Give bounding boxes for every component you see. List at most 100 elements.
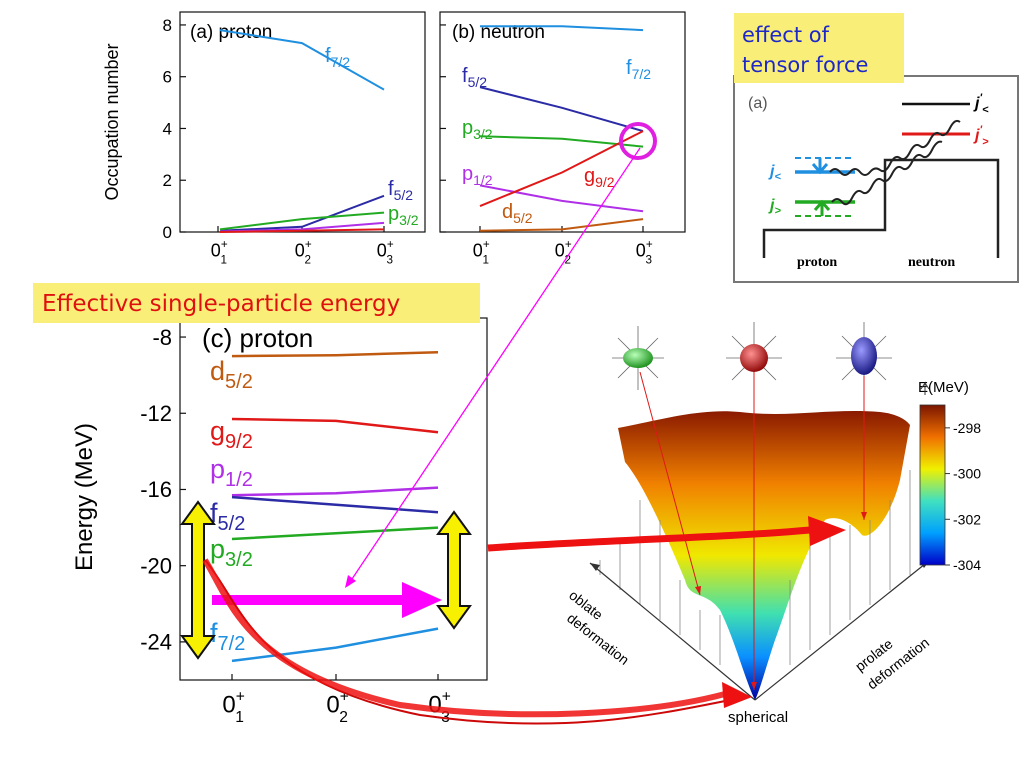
espe-note: Effective single-particle energy [33, 283, 480, 323]
panel-b-frame [439, 11, 686, 233]
espe-note-text: Effective single-particle energy [42, 291, 400, 317]
panel-a-yticks: 0 2 4 6 8 [163, 16, 186, 242]
xtick-sup: + [483, 238, 490, 251]
panel-b-label-d52: d5/2 [502, 201, 533, 226]
series-line-g92 [231, 417, 439, 434]
panel-c-xticks: 0+ 1 0+ 2 0+ 3 [222, 674, 451, 726]
oblate-axis-arrowhead [590, 563, 600, 571]
xtick-label: 0+ 1 [211, 238, 228, 266]
series-line-d52 [231, 351, 439, 358]
series-line-g92 [479, 130, 644, 208]
panel-b-label-p12: p1/2 [462, 163, 493, 188]
xtick-label: 0+ 2 [555, 238, 572, 266]
red-arrow-to-prolate [487, 526, 811, 552]
panel-c-series [231, 351, 439, 663]
series-line-p32 [231, 526, 439, 541]
xtick-label: 0+ 3 [636, 238, 653, 266]
j-less-shift-arrow [811, 158, 829, 175]
series-line-d52 [479, 218, 644, 232]
panel-b-xticks: 0+ 1 0+ 2 0+ 3 [473, 226, 653, 267]
series-line-level4 [219, 228, 385, 233]
series-line-p32 [219, 211, 385, 231]
red-arrow-to-prolate-head [808, 516, 846, 546]
nucleus-oblate-icon [612, 326, 664, 390]
colorbar-tick-label: -302 [953, 511, 981, 527]
ytick-label: 6 [163, 68, 172, 87]
prolate-pointer-head [861, 512, 867, 520]
panel-a-label-p32: p3/2 [388, 203, 419, 228]
panel-c-label-g92: g9/2 [210, 416, 253, 453]
xtick-label: 0+ 2 [295, 238, 312, 266]
inset-neutron-label: neutron [908, 255, 955, 270]
j-greater-label: j> [768, 197, 781, 217]
xtick-base: 0 [326, 691, 339, 718]
series-line-f52 [219, 194, 385, 232]
xtick-sub: 2 [564, 254, 571, 267]
colorbar-ticks: -298 -300 -302 -304 [945, 420, 981, 573]
xtick-sup: + [387, 238, 394, 251]
oblate-pointer [639, 371, 701, 596]
xtick-sub: 3 [645, 254, 652, 267]
j-less-prime-label: j'< [973, 92, 989, 116]
colorbar-tick-label: -300 [953, 466, 981, 482]
series-line-p12 [231, 486, 439, 497]
panel-c-label-p32: p3/2 [210, 534, 253, 571]
panel-b-neutron-occupation: (b) neutron 0+ 1 0+ 2 0+ 3 f7/2 f5/2 p3/2 p1/… [439, 11, 686, 267]
magenta-link-line [349, 147, 641, 583]
j-less-label: j< [768, 163, 781, 183]
xtick-sup: + [340, 689, 349, 706]
j-greater-shift-arrow [813, 199, 831, 216]
panel-b-legend: f7/2 f5/2 p3/2 p1/2 g9/2 d5/2 [462, 57, 651, 226]
espe-note-bg [33, 283, 480, 323]
panel-b-label-g92: g9/2 [584, 165, 615, 190]
xtick-base: 0 [211, 240, 221, 260]
colorbar-arrow [920, 381, 930, 395]
ytick-label: 0 [163, 223, 172, 242]
xtick-base: 0 [555, 240, 565, 260]
magenta-shift-arrow-head [402, 582, 442, 618]
series-line-f72 [219, 29, 385, 91]
tensor-note-line2: tensor force [742, 53, 868, 77]
tensor-force-note: effect of tensor force [734, 13, 904, 83]
ytick-label: -8 [152, 325, 172, 350]
wavy-interaction-2 [831, 140, 943, 206]
xtick-sup: + [565, 238, 572, 251]
xtick-base: 0 [377, 240, 387, 260]
panel-c-label-f72: f7/2 [210, 618, 245, 655]
panel-a-label-f72: f7/2 [325, 45, 350, 70]
colorbar-tick-label: -304 [953, 557, 981, 573]
tensor-note-bg [734, 13, 904, 83]
xtick-sub: 2 [304, 254, 311, 267]
series-line-f72 [480, 25, 644, 32]
oblate-pointer-head [695, 586, 701, 595]
xtick-base: 0 [473, 240, 483, 260]
ytick-label: -24 [140, 630, 172, 655]
xtick-base: 0 [222, 691, 235, 718]
xtick-label: 0+ 2 [326, 689, 348, 726]
series-line-f52 [231, 495, 439, 514]
panel-b-label-f72: f7/2 [626, 57, 651, 82]
xtick-base: 0 [428, 691, 441, 718]
ytick-label: 4 [163, 119, 172, 138]
xtick-base: 0 [295, 240, 305, 260]
energy-surface: oblate deformation prolate deformation s… [564, 322, 932, 726]
j-greater-prime-label: j'> [973, 124, 989, 148]
red-curve-to-spherical [204, 559, 731, 725]
colorbar-gradient [919, 404, 946, 566]
tensor-force-inset: (a) j'< j'> j< j> proton neutron [733, 75, 1019, 283]
yellow-gap-arrow-right [436, 510, 472, 630]
series-line-p32 [479, 135, 644, 148]
panel-c-label: (c) proton [202, 323, 313, 353]
panel-c-legend: d5/2 g9/2 p1/2 f5/2 p3/2 f7/2 [210, 356, 253, 655]
xtick-sub: 1 [220, 254, 227, 267]
xtick-sub: 2 [339, 709, 348, 726]
ytick-label: 2 [163, 171, 172, 190]
red-curve-to-spherical-thick [202, 558, 726, 718]
ytick-label: -20 [140, 553, 172, 578]
panel-c-proton-espe: (c) proton Energy (MeV) -8 -12 -16 -20 -24 0… [71, 317, 488, 726]
magenta-link-head [345, 575, 356, 588]
panel-c-ylabel: Energy (MeV) [71, 423, 98, 571]
ytick-label: -12 [140, 401, 172, 426]
crossing-highlight-circle [619, 122, 657, 160]
